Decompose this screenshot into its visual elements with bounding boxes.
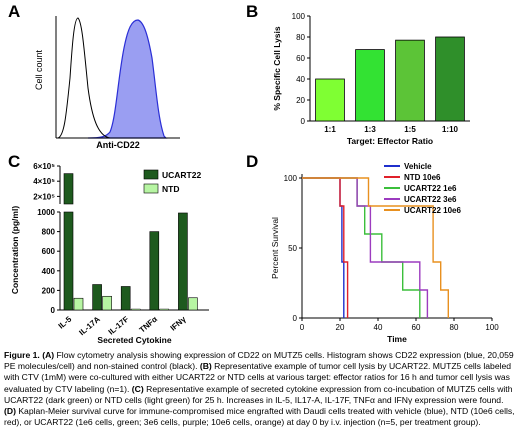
panel-label-d: D (246, 152, 259, 171)
d-x-tick-label: 60 (412, 323, 421, 332)
d-x-tick-label: 20 (336, 323, 345, 332)
c-y-tick-label: 600 (42, 247, 56, 256)
d-legend-label: UCART22 3e6 (404, 195, 457, 204)
panel-label-a: A (8, 2, 21, 21)
b-y-tick-label: 100 (292, 12, 306, 21)
d-y-tick-label: 0 (293, 314, 298, 323)
c-bar (102, 295, 112, 311)
d-legend-label: NTD 10e6 (404, 173, 441, 182)
caption-title: Figure 1. (4, 350, 40, 360)
c-x-tick-label: IL-5 (57, 314, 74, 330)
b-bar (395, 39, 425, 122)
b-x-tick-label: 1:5 (404, 125, 416, 134)
d-legend-label: UCART22 1e6 (404, 184, 457, 193)
c-bar (178, 212, 188, 311)
figure-caption: Figure 1. (A) Flow cytometry analysis sh… (4, 350, 516, 428)
c-y-tick-label: 800 (42, 228, 56, 237)
d-xlabel: Time (387, 334, 407, 344)
c-legend-swatch (143, 169, 159, 180)
d-x-tick-label: 40 (374, 323, 383, 332)
b-xlabel: Target: Effector Ratio (347, 136, 433, 146)
d-y-tick-label: 100 (284, 174, 298, 183)
b-x-tick-label: 1:1 (324, 125, 336, 134)
c-legend-swatch (143, 183, 159, 194)
caption-a-key: (A) (42, 350, 55, 360)
c-y-tick-label: 400 (42, 267, 56, 276)
control-histogram (57, 17, 111, 139)
b-y-tick-label: 80 (296, 33, 305, 42)
c-legend-label: UCART22 (162, 170, 201, 180)
b-ylabel: % Specific Cell Lysis (272, 26, 282, 111)
b-y-tick-label: 0 (301, 117, 306, 126)
c-bar (149, 231, 160, 311)
c-bar (159, 308, 170, 311)
c-bar (120, 286, 131, 311)
caption-d-key: (D) (4, 406, 16, 417)
d-survival-line (302, 177, 345, 318)
d-ylabel: Percent Survival (270, 217, 280, 279)
d-survival-line (302, 177, 349, 318)
c-x-tick-label: IL-17A (77, 314, 102, 337)
panel-a-ylabel: Cell count (34, 49, 44, 90)
d-legend-label: Vehicle (404, 162, 432, 171)
caption-c-text: Representative example of secreted cytok… (4, 383, 513, 405)
d-legend-label: UCART22 10e6 (404, 206, 461, 215)
c-y-tick-label: 200 (42, 286, 56, 295)
b-bar (435, 36, 465, 122)
caption-b-key: (B) (199, 361, 212, 372)
caption-c-key: (C) (131, 383, 144, 394)
caption-d-text: Kaplan-Meier survival curve for immune-c… (4, 406, 515, 428)
b-bar (355, 49, 385, 122)
c-bar (130, 308, 141, 311)
c-x-tick-label: TNFα (138, 315, 160, 335)
c-bar (92, 284, 102, 311)
c-bar (188, 297, 198, 311)
panel-a-histogram: Cell count Anti-CD22 (34, 16, 180, 148)
d-survival-line (302, 177, 449, 318)
d-survival-line (302, 177, 429, 318)
c-y-tick-label: 1000 (37, 208, 55, 217)
panel-b-bar-chart: 0 20 40 60 80 100 1:1 1:3 1:5 1:10 Target: Effecto… (272, 12, 470, 146)
b-bar (315, 78, 345, 122)
panel-label-b: B (246, 2, 259, 21)
cd22-histogram (87, 19, 168, 139)
d-x-tick-label: 80 (450, 323, 459, 332)
d-y-tick-label: 50 (288, 244, 297, 253)
c-ylabel: Concentration (pg/ml) (10, 206, 20, 294)
panel-label-c: C (8, 152, 21, 171)
b-y-tick-label: 40 (296, 75, 305, 84)
caption-a-text: Flow cytometry analysis showing expressi… (4, 350, 514, 372)
c-bar (73, 297, 84, 311)
b-y-tick-label: 20 (296, 96, 305, 105)
c-legend-label: NTD (162, 184, 179, 194)
c-xlabel: Secreted Cytokine (97, 335, 171, 345)
c-y-tick-label: 6×10⁵ (33, 162, 55, 171)
c-y-tick-label: 0 (51, 306, 56, 315)
panel-d-survival-chart: 0 50 100 0 20 40 60 80 100 Vehicle NTD 10e6 UCART22… (270, 162, 499, 344)
b-x-tick-label: 1:10 (442, 125, 459, 134)
c-x-tick-label: IL-17F (107, 315, 131, 337)
c-bar (63, 173, 74, 205)
caption-b-text: Representative example of tumor cell lys… (4, 361, 512, 394)
b-x-tick-label: 1:3 (364, 125, 376, 134)
d-survival-line (302, 177, 421, 318)
c-y-tick-label: 2×10⁵ (33, 192, 55, 201)
c-y-tick-label: 4×10⁵ (33, 177, 55, 186)
b-y-tick-label: 60 (296, 54, 305, 63)
c-x-tick-label: IFNγ (169, 314, 188, 332)
d-x-tick-label: 0 (300, 323, 305, 332)
c-bar (63, 211, 74, 311)
panel-a-xlabel: Anti-CD22 (96, 140, 140, 148)
d-x-tick-label: 100 (485, 323, 499, 332)
